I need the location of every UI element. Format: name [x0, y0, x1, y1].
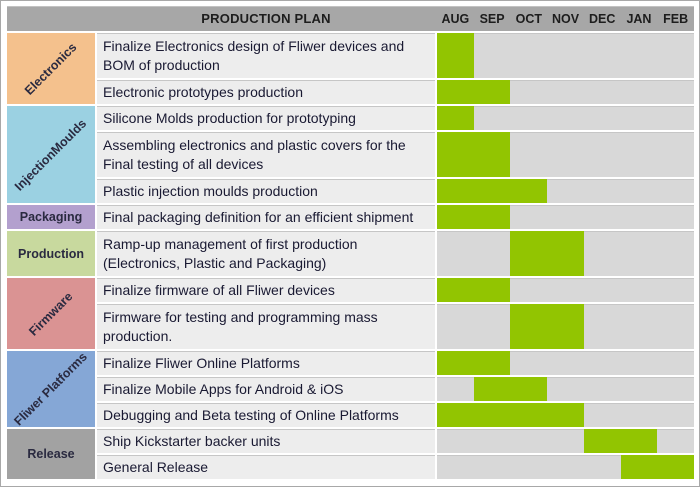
task-label: Firmware for testing and programming mas… [97, 304, 435, 349]
gantt-bar [437, 403, 584, 427]
gantt-lane [437, 278, 694, 302]
category-label: Production [18, 246, 84, 261]
table-header: PRODUCTION PLAN AUG SEP OCT NOV DEC JAN … [7, 6, 694, 31]
task-label: Silicone Molds production for prototypin… [97, 106, 435, 130]
category-label: Release [27, 447, 75, 461]
task-label: General Release [97, 455, 435, 479]
task-row: Finalize firmware of all Fliwer devices [97, 278, 694, 302]
month-header-jan: JAN [626, 11, 652, 26]
category-cell-firmware: Firmware [7, 278, 95, 349]
group-firmware: Firmware Finalize firmware of all Fliwer… [7, 278, 694, 349]
category-cell-injection-moulds: InjectionMoulds [7, 106, 95, 203]
group-rows: Finalize Fliwer Online Platforms Finaliz… [97, 351, 694, 427]
gantt-lane [437, 231, 694, 276]
task-row: Assembling electronics and plastic cover… [97, 132, 694, 177]
task-label: Finalize Fliwer Online Platforms [97, 351, 435, 375]
gantt-bar [510, 231, 584, 276]
task-row: Finalize Fliwer Online Platforms [97, 351, 694, 375]
gantt-bar [437, 132, 511, 177]
group-rows: Finalize Electronics design of Fliwer de… [97, 33, 694, 104]
group-rows: Ship Kickstarter backer units General Re… [97, 429, 694, 479]
header-category-spacer [7, 6, 97, 31]
task-label: Final packaging definition for an effici… [97, 205, 435, 229]
month-header-dec: DEC [589, 11, 616, 26]
task-row: Final packaging definition for an effici… [97, 205, 694, 229]
gantt-bar [583, 429, 658, 453]
gantt-bar [437, 33, 474, 78]
task-label: Ramp-up management of first production (… [97, 231, 435, 276]
task-label: Electronic prototypes production [97, 80, 435, 104]
gantt-lane [437, 351, 694, 375]
task-label: Plastic injection moulds production [97, 179, 435, 203]
task-row: Ship Kickstarter backer units [97, 429, 694, 453]
task-label: Finalize firmware of all Fliwer devices [97, 278, 435, 302]
gantt-bar [437, 278, 511, 302]
gantt-lane [437, 377, 694, 401]
gantt-lane [437, 179, 694, 203]
month-header-sep: SEP [479, 11, 505, 26]
gantt-bar [620, 455, 694, 479]
group-packaging: Packaging Final packaging definition for… [7, 205, 694, 229]
gantt-bar [510, 304, 584, 349]
task-label: Debugging and Beta testing of Online Pla… [97, 403, 435, 427]
task-label: Finalize Mobile Apps for Android & iOS [97, 377, 435, 401]
category-cell-packaging: Packaging [7, 205, 95, 229]
category-cell-fliwer-platforms: Fliwer Platforms [7, 351, 95, 427]
gantt-lane [437, 106, 694, 130]
task-row: Firmware for testing and programming mas… [97, 304, 694, 349]
task-row: Silicone Molds production for prototypin… [97, 106, 694, 130]
month-header-feb: FEB [663, 11, 689, 26]
group-fliwer-platforms: Fliwer Platforms Finalize Fliwer Online … [7, 351, 694, 427]
gantt-lane [437, 455, 694, 479]
category-label: Electronics [22, 39, 80, 98]
gantt-bar [437, 106, 474, 130]
task-label: Assembling electronics and plastic cover… [97, 132, 435, 177]
gantt-bar [473, 377, 548, 401]
group-rows: Final packaging definition for an effici… [97, 205, 694, 229]
group-rows: Ramp-up management of first production (… [97, 231, 694, 276]
group-release: Release Ship Kickstarter backer units Ge… [7, 429, 694, 479]
gantt-bar [437, 205, 511, 229]
gantt-lane [437, 205, 694, 229]
month-header-oct: OCT [515, 11, 542, 26]
gantt-bar [437, 179, 548, 203]
group-electronics: Electronics Finalize Electronics design … [7, 33, 694, 104]
gantt-lane [437, 304, 694, 349]
gantt-lane [437, 429, 694, 453]
category-label: Fliwer Platforms [11, 351, 91, 427]
category-cell-release: Release [7, 429, 95, 479]
gantt-lane [437, 33, 694, 78]
month-header-strip: AUG SEP OCT NOV DEC JAN FEB [437, 6, 694, 31]
task-row: Ramp-up management of first production (… [97, 231, 694, 276]
task-row: Finalize Mobile Apps for Android & iOS [97, 377, 694, 401]
category-label: Firmware [26, 288, 76, 339]
gantt-lane [437, 132, 694, 177]
task-row: Debugging and Beta testing of Online Pla… [97, 403, 694, 427]
task-label: Finalize Electronics design of Fliwer de… [97, 33, 435, 78]
task-row: Electronic prototypes production [97, 80, 694, 104]
task-row: Finalize Electronics design of Fliwer de… [97, 33, 694, 78]
gantt-bar [437, 80, 511, 104]
task-label: Ship Kickstarter backer units [97, 429, 435, 453]
month-header-aug: AUG [441, 11, 470, 26]
group-production: Production Ramp-up management of first p… [7, 231, 694, 276]
category-cell-electronics: Electronics [7, 33, 95, 104]
group-rows: Finalize firmware of all Fliwer devices … [97, 278, 694, 349]
category-label: Packaging [19, 210, 83, 224]
category-cell-production: Production [7, 231, 95, 276]
group-rows: Silicone Molds production for prototypin… [97, 106, 694, 203]
month-header-nov: NOV [551, 11, 580, 26]
group-injection-moulds: InjectionMoulds Silicone Molds productio… [7, 106, 694, 203]
category-label: InjectionMoulds [12, 115, 90, 194]
gantt-bar [437, 351, 511, 375]
page-title: PRODUCTION PLAN [201, 11, 331, 26]
task-row: General Release [97, 455, 694, 479]
gantt-lane [437, 403, 694, 427]
task-row: Plastic injection moulds production [97, 179, 694, 203]
gantt-lane [437, 80, 694, 104]
